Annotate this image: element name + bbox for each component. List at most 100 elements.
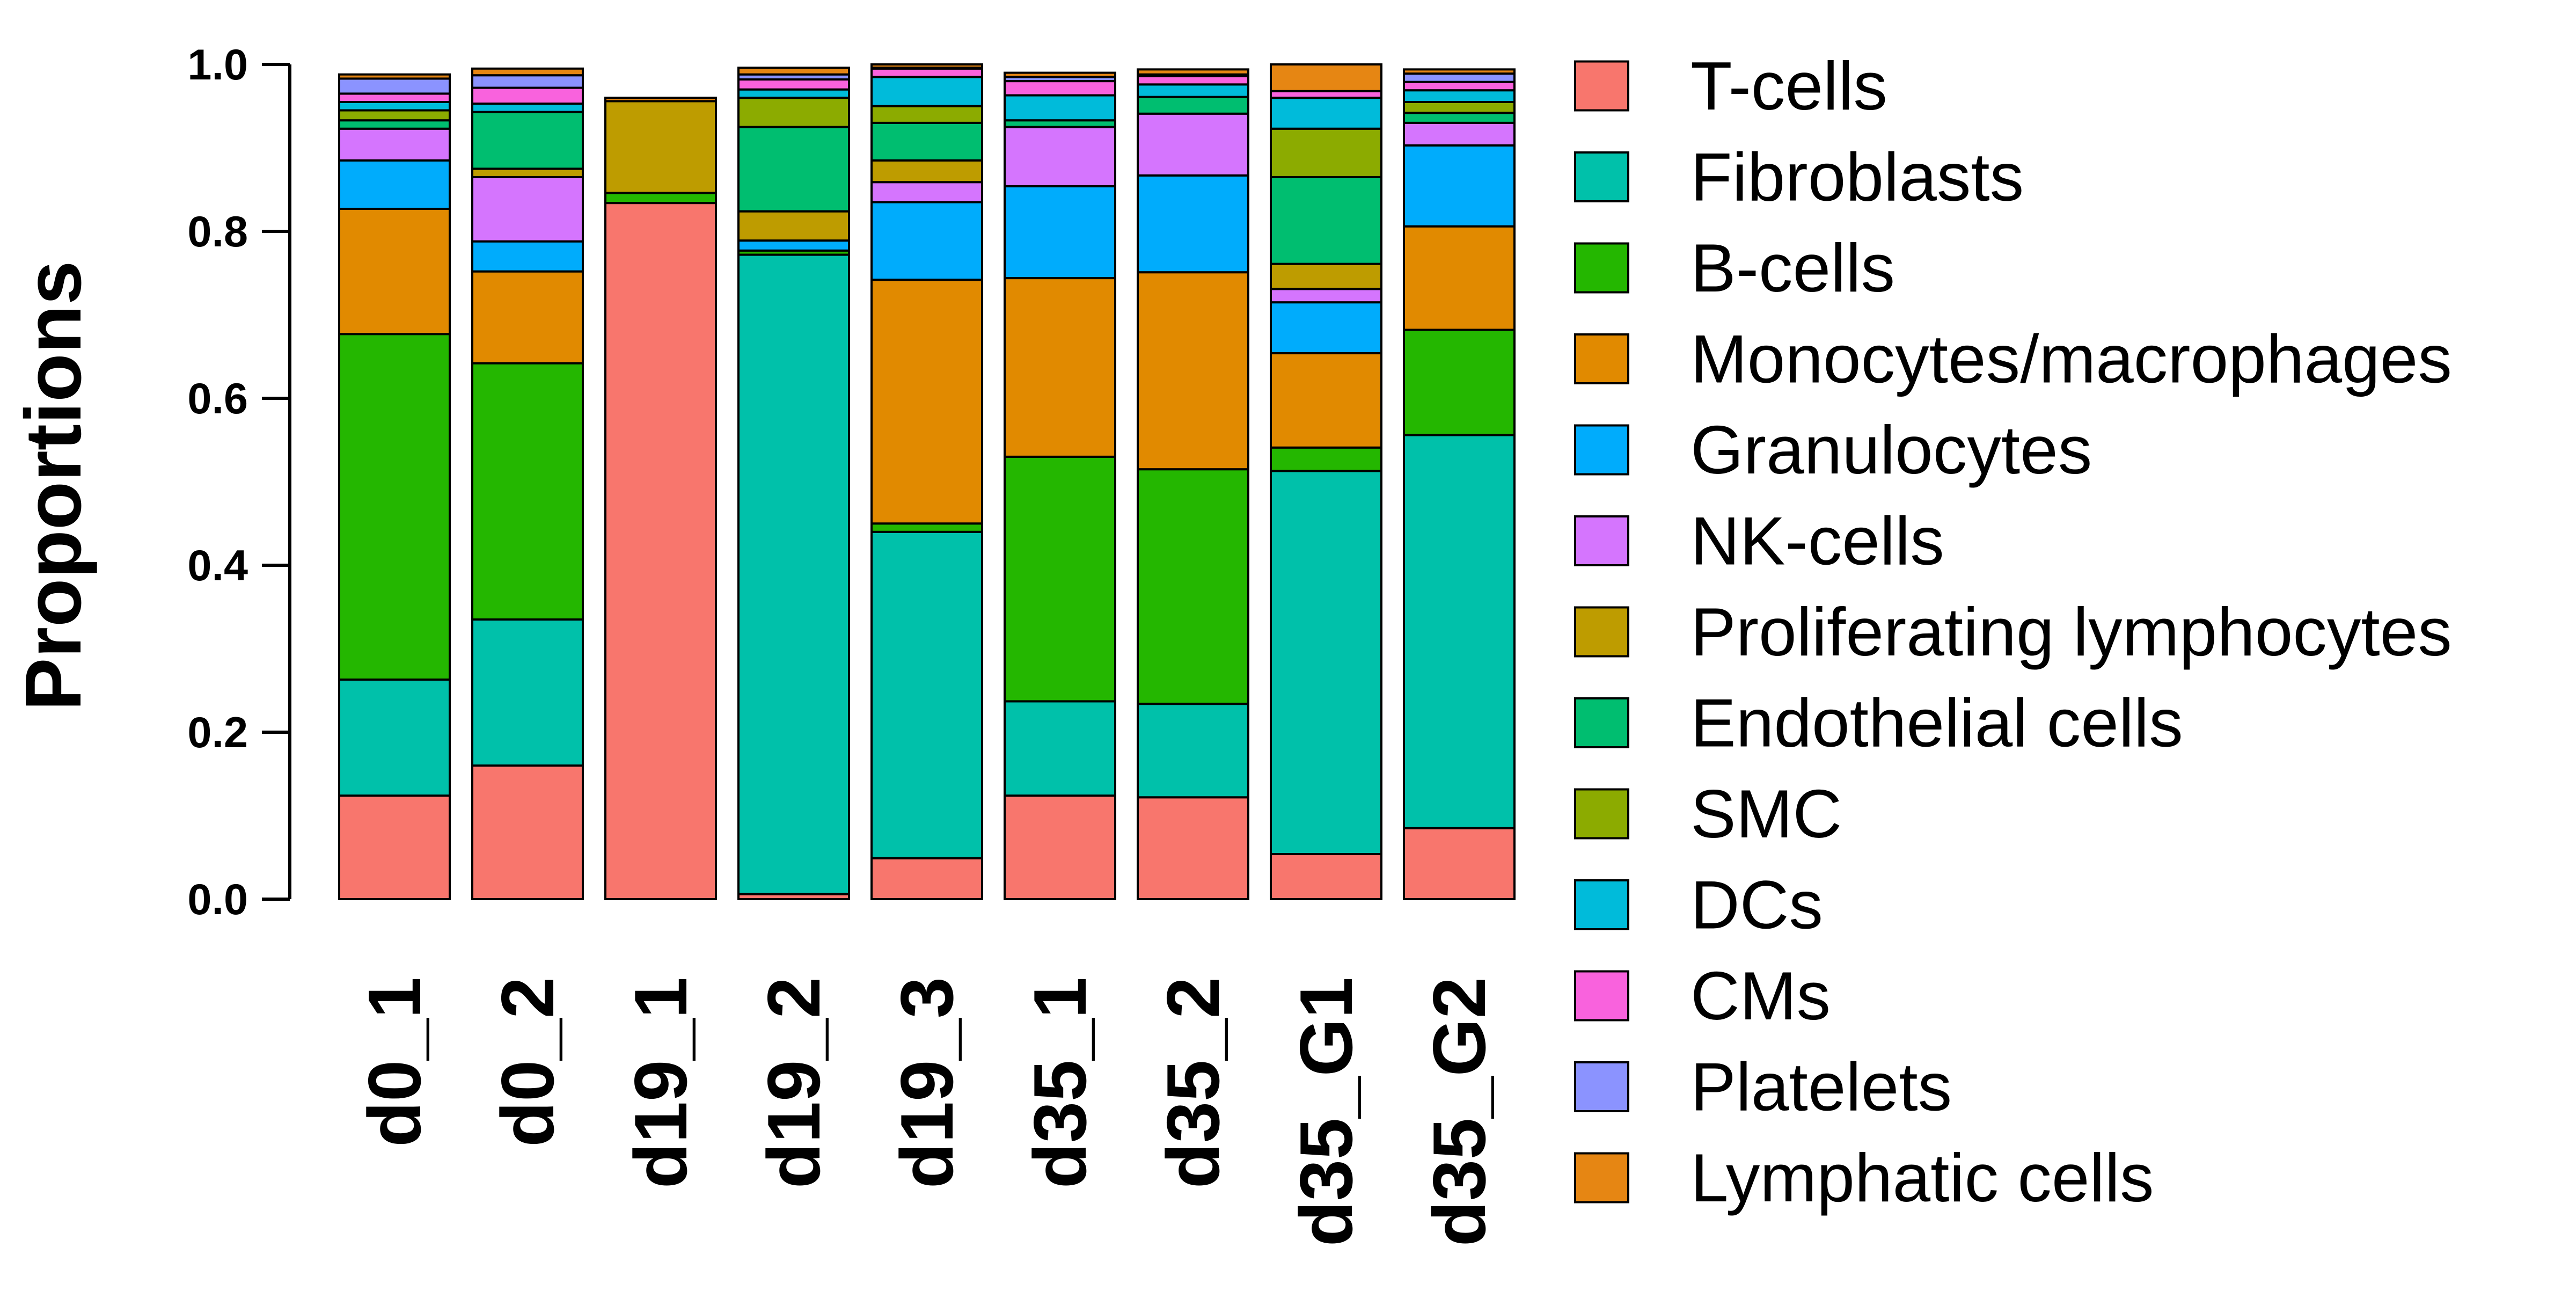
- bar-segment: [1004, 794, 1116, 901]
- bar-segment: [1270, 63, 1382, 92]
- bar-segment: [471, 111, 584, 170]
- legend-item: NK-cells: [1574, 503, 1944, 579]
- bar-stack-d35_2: [1137, 68, 1249, 901]
- bar-segment: [1270, 446, 1382, 472]
- x-tick-label: d35_2: [1152, 977, 1235, 1188]
- bar-segment: [870, 279, 983, 525]
- bar-segment: [1137, 703, 1249, 799]
- legend-item: Platelets: [1574, 1049, 1952, 1125]
- y-tick-label: 0.2: [187, 709, 248, 757]
- bar-segment: [471, 270, 584, 364]
- bar-segment: [1004, 94, 1116, 122]
- bar-segment: [1004, 277, 1116, 458]
- bar-segment: [737, 78, 850, 91]
- bar-segment: [471, 176, 584, 243]
- bar-segment: [1004, 80, 1116, 97]
- bar-segment: [1137, 83, 1249, 98]
- bar-segment: [471, 67, 584, 77]
- x-tick-label: d0_2: [486, 977, 569, 1147]
- legend-swatch: [1574, 788, 1629, 840]
- legend-swatch: [1574, 1152, 1629, 1204]
- legend-item: Lymphatic cells: [1574, 1140, 2154, 1216]
- bar-segment: [1137, 271, 1249, 471]
- legend-label: T-cells: [1690, 48, 1887, 124]
- legend-swatch: [1574, 970, 1629, 1022]
- legend-label: Monocytes/macrophages: [1690, 321, 2452, 397]
- bar-segment: [1403, 112, 1516, 124]
- legend-item: DCs: [1574, 867, 1823, 943]
- bar-segment: [1137, 796, 1249, 901]
- bar-segment: [1137, 68, 1249, 76]
- bar-segment: [1403, 72, 1516, 83]
- legend-label: SMC: [1690, 776, 1842, 852]
- legend-item: Fibroblasts: [1574, 139, 2024, 215]
- bar-segment: [737, 239, 850, 252]
- legend-swatch: [1574, 1061, 1629, 1112]
- bar-segment: [1403, 68, 1516, 75]
- legend-label: Platelets: [1690, 1049, 1952, 1125]
- bar-stack-d19_3: [870, 63, 983, 901]
- x-axis-labels: d0_1 d0_2 d19_1 d19_2 d19_3 d35_1 d35_2 d35_G1 d…: [353, 977, 1501, 1246]
- x-tick-label: d35_G2: [1418, 977, 1501, 1246]
- legend-item: CMs: [1574, 958, 1831, 1034]
- bar-stack-d19_1: [604, 97, 717, 900]
- legend-item: SMC: [1574, 776, 1842, 852]
- bar-segment: [1004, 71, 1116, 78]
- bar-segment: [737, 88, 850, 99]
- bar-segment: [870, 181, 983, 203]
- bar-segment: [471, 167, 584, 178]
- x-tick-label: d19_1: [619, 977, 702, 1188]
- bar-segment: [1403, 827, 1516, 900]
- bar-segment: [471, 764, 584, 900]
- bar-segment: [737, 210, 850, 242]
- bar-segment: [604, 202, 717, 900]
- bar-stack-d0_2: [471, 67, 584, 900]
- bar-segment: [737, 97, 850, 128]
- bar-segment: [604, 97, 717, 103]
- y-axis: 0.0 0.2 0.4 0.6 0.8 1.0: [187, 41, 291, 924]
- legend-label: DCs: [1690, 867, 1823, 943]
- bar-segment: [1270, 127, 1382, 178]
- bar-segment: [870, 857, 983, 901]
- bar-segment: [1403, 100, 1516, 114]
- bar-segment: [471, 103, 584, 113]
- bar-segment: [870, 67, 983, 78]
- legend-swatch: [1574, 424, 1629, 476]
- bar-segment: [737, 67, 850, 76]
- legend-label: Fibroblasts: [1690, 139, 2024, 215]
- bar-segment: [1270, 853, 1382, 901]
- y-tick-label: 1.0: [187, 41, 248, 89]
- bar-segment: [604, 100, 717, 194]
- bar-segment: [338, 794, 451, 901]
- y-tick-label: 0.4: [187, 542, 248, 590]
- bar-segment: [338, 73, 451, 80]
- legend-label: Lymphatic cells: [1690, 1140, 2154, 1216]
- bar-segment: [1403, 81, 1516, 92]
- legend-swatch: [1574, 242, 1629, 294]
- y-axis-title: Proportions: [9, 261, 98, 711]
- legend-label: NK-cells: [1690, 503, 1944, 579]
- legend: T-cells Fibroblasts B-cells Monocytes/macro…: [1574, 48, 2452, 1216]
- bar-segment: [1137, 75, 1249, 86]
- bar-segment: [338, 208, 451, 335]
- bars: [338, 63, 1516, 901]
- bar-segment: [870, 159, 983, 184]
- x-tick-label: d35_G1: [1285, 977, 1368, 1246]
- bar-segment: [338, 109, 451, 122]
- bar-segment: [1403, 329, 1516, 436]
- bar-segment: [338, 159, 451, 210]
- bar-segment: [870, 530, 983, 859]
- bar-segment: [1270, 301, 1382, 355]
- bar-stack-d35_1: [1004, 71, 1116, 901]
- legend-label: CMs: [1690, 958, 1831, 1034]
- bar-segment: [338, 679, 451, 797]
- x-tick-label: d35_1: [1019, 977, 1102, 1188]
- bar-segment: [1270, 352, 1382, 449]
- x-tick-label: d19_3: [885, 977, 969, 1188]
- y-tick-label: 0.6: [187, 375, 248, 423]
- bar-segment: [1403, 144, 1516, 228]
- bar-segment: [1137, 112, 1249, 177]
- legend-item: Proliferating lymphocytes: [1574, 594, 2452, 670]
- legend-label: B-cells: [1690, 230, 1895, 306]
- legend-item: Endothelial cells: [1574, 685, 2183, 761]
